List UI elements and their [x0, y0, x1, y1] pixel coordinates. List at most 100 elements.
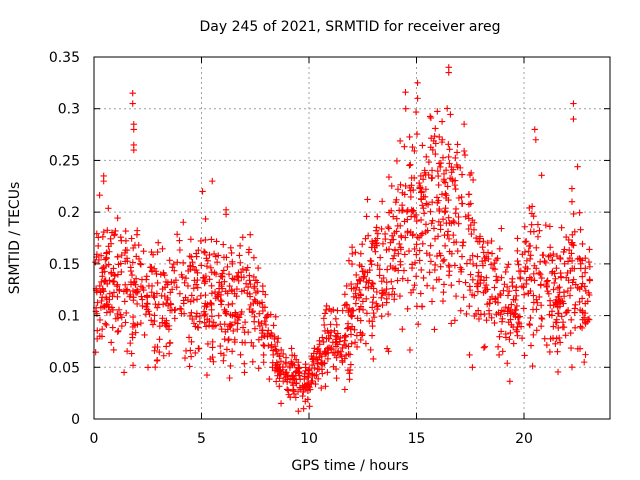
data-point [366, 266, 373, 274]
data-point [225, 337, 232, 344]
data-point [423, 153, 430, 161]
data-point [110, 265, 117, 272]
data-point [538, 314, 545, 322]
data-point [450, 219, 458, 226]
data-point [270, 322, 277, 329]
data-point [226, 374, 233, 382]
data-point [341, 291, 349, 298]
data-point [222, 328, 229, 335]
data-point [385, 348, 392, 355]
data-point [117, 234, 124, 241]
data-point [221, 306, 228, 313]
data-point [394, 186, 402, 193]
data-point [130, 279, 138, 287]
data-point [235, 269, 242, 276]
data-point [115, 327, 122, 335]
data-point [457, 268, 465, 275]
data-point [504, 310, 511, 317]
data-point [280, 371, 288, 378]
data-point [553, 264, 560, 272]
data-point [523, 280, 530, 288]
data-point [570, 100, 577, 107]
data-point [213, 238, 220, 245]
data-point [466, 283, 473, 290]
data-point [388, 182, 395, 190]
data-point [567, 329, 574, 337]
data-point [209, 344, 216, 351]
data-point [188, 292, 195, 299]
data-point [433, 252, 441, 260]
data-point [246, 305, 253, 313]
data-point [368, 261, 375, 268]
data-point [436, 133, 443, 141]
data-point [115, 306, 123, 313]
data-point [584, 298, 591, 305]
data-point [469, 364, 476, 371]
data-point [130, 244, 137, 252]
data-point [336, 338, 343, 345]
data-point [204, 340, 212, 348]
data-point [194, 323, 201, 331]
data-point [226, 282, 233, 290]
data-point [373, 224, 380, 231]
x-tick-label: 20 [515, 431, 533, 447]
data-point [512, 306, 520, 314]
data-point [385, 225, 393, 232]
data-point [562, 309, 570, 317]
data-point [379, 301, 386, 309]
data-point [256, 310, 263, 317]
data-point [387, 239, 394, 246]
data-point [92, 349, 99, 356]
data-point [518, 282, 526, 290]
data-point [574, 163, 581, 170]
data-point [231, 319, 239, 326]
data-point [210, 319, 217, 326]
data-point [373, 300, 380, 307]
data-point [578, 324, 586, 332]
data-point [558, 313, 565, 320]
data-point [561, 246, 568, 253]
data-point [276, 383, 283, 390]
data-point [577, 323, 584, 330]
data-point [536, 293, 543, 301]
data-point [446, 267, 453, 275]
data-point [397, 246, 405, 253]
data-point [397, 232, 405, 240]
data-point [453, 161, 461, 169]
data-point [117, 260, 124, 267]
data-point [479, 244, 486, 251]
data-point [496, 333, 503, 340]
data-point [209, 338, 216, 346]
data-point [178, 310, 185, 317]
data-point [459, 200, 466, 207]
data-point [374, 262, 381, 269]
data-point [391, 296, 398, 303]
data-point [348, 340, 355, 347]
data-point [488, 237, 495, 245]
data-point [148, 289, 155, 296]
data-point [208, 290, 216, 297]
data-point [94, 299, 101, 306]
data-point [455, 220, 462, 227]
data-point [411, 147, 418, 155]
data-point [501, 281, 508, 288]
data-point [488, 250, 496, 257]
data-point [452, 205, 460, 213]
data-point [251, 283, 258, 290]
data-point [470, 226, 478, 234]
data-point [411, 259, 419, 267]
data-point [251, 313, 258, 320]
data-point [322, 383, 329, 390]
data-point [237, 351, 244, 358]
data-point [505, 304, 512, 312]
data-point [492, 277, 500, 284]
data-point [208, 236, 215, 243]
data-point [152, 268, 160, 275]
data-point [265, 342, 272, 349]
data-point [455, 278, 463, 285]
data-point [384, 223, 392, 231]
data-point [383, 345, 391, 352]
data-point [554, 368, 562, 376]
data-point [556, 334, 563, 342]
data-point [342, 351, 350, 359]
